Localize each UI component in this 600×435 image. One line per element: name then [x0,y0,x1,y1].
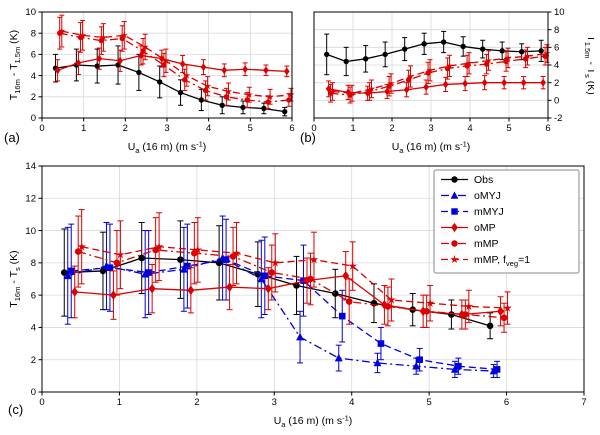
chart-panel-c: 0 1 2 3 4 5 6 7 0 2 4 6 8 10 12 14 Ua (16 m) (m s-1) T16m… [6,158,594,430]
chart-svg-a: 0 1 2 3 4 5 6 0 2 4 6 8 10 Ua (16 m) (m s-1) T16m - T1… [8,7,295,155]
svg-text:10: 10 [25,226,36,237]
svg-text:7: 7 [581,397,586,408]
y-axis-label-c: T16m - Ts (K) [8,250,22,307]
svg-text:10: 10 [554,7,565,18]
svg-text:1: 1 [117,397,122,408]
svg-text:3: 3 [164,123,169,134]
svg-text:8: 8 [31,258,36,269]
panel-b-label: (b) [300,130,316,145]
svg-text:8: 8 [554,25,559,36]
svg-text:2: 2 [389,123,394,134]
svg-text:6: 6 [31,50,36,61]
svg-text:6: 6 [289,123,294,134]
svg-text:4: 4 [554,60,559,71]
svg-text:2: 2 [31,92,36,103]
svg-text:12: 12 [25,193,36,204]
svg-text:0: 0 [39,397,44,408]
svg-text:2: 2 [123,123,128,134]
svg-text:0: 0 [554,96,559,107]
chart-panel-a: 0 1 2 3 4 5 6 0 2 4 6 8 10 Ua (16 m) (m s-1) T16m - T1… [6,2,298,156]
svg-text:3: 3 [428,123,433,134]
svg-text:6: 6 [545,123,550,134]
svg-text:3: 3 [272,397,277,408]
legend-entry-1: oMYJ [474,190,501,202]
legend-entry-3: oMP [474,222,496,234]
legend-entry-2: mMYJ [474,206,504,218]
svg-text:4: 4 [349,397,354,408]
svg-text:-2: -2 [554,113,562,124]
y-axis-label-b: T1.5m - Ts (K) [583,35,594,94]
svg-text:10: 10 [25,7,36,18]
svg-text:4: 4 [31,71,36,82]
svg-text:6: 6 [504,397,509,408]
svg-text:2: 2 [554,78,559,89]
svg-text:4: 4 [206,123,211,134]
svg-text:4: 4 [31,323,36,334]
svg-text:8: 8 [31,28,36,39]
chart-panel-b: 0 1 2 3 4 5 6 -2 0 2 4 6 8 10 Ua (16 m) (m s-1) T1.5m -… [302,2,597,156]
x-axis-label-a: Ua (16 m) (m s-1) [128,140,207,155]
svg-text:0: 0 [39,123,44,134]
svg-text:1: 1 [350,123,355,134]
svg-text:5: 5 [426,397,431,408]
legend-entry-0: Obs [474,174,493,186]
svg-text:5: 5 [248,123,253,134]
panel-a-label: (a) [4,130,20,145]
svg-text:14: 14 [25,161,36,172]
x-axis-label-b: Ua (16 m) (m s-1) [392,140,471,155]
panel-c-label: (c) [8,402,24,417]
x-axis-label-c: Ua (16 m) (m s-1) [274,414,353,429]
svg-text:0: 0 [31,387,36,398]
svg-text:4: 4 [467,123,472,134]
svg-text:6: 6 [554,43,559,54]
svg-text:0: 0 [311,123,316,134]
svg-text:2: 2 [194,397,199,408]
legend-entry-5: mMP, fveg=1 [474,254,530,268]
svg-text:1: 1 [81,123,86,134]
chart-svg-b: 0 1 2 3 4 5 6 -2 0 2 4 6 8 10 Ua (16 m) (m s-1) T1.5m -… [311,7,597,155]
y-axis-label-a: T16m - T1.5m (K) [8,30,22,100]
legend-box [433,169,580,274]
svg-text:6: 6 [31,290,36,301]
svg-text:5: 5 [506,123,511,134]
svg-text:0: 0 [31,113,36,124]
svg-text:2: 2 [31,355,36,366]
legend-entry-4: mMP [474,238,499,250]
